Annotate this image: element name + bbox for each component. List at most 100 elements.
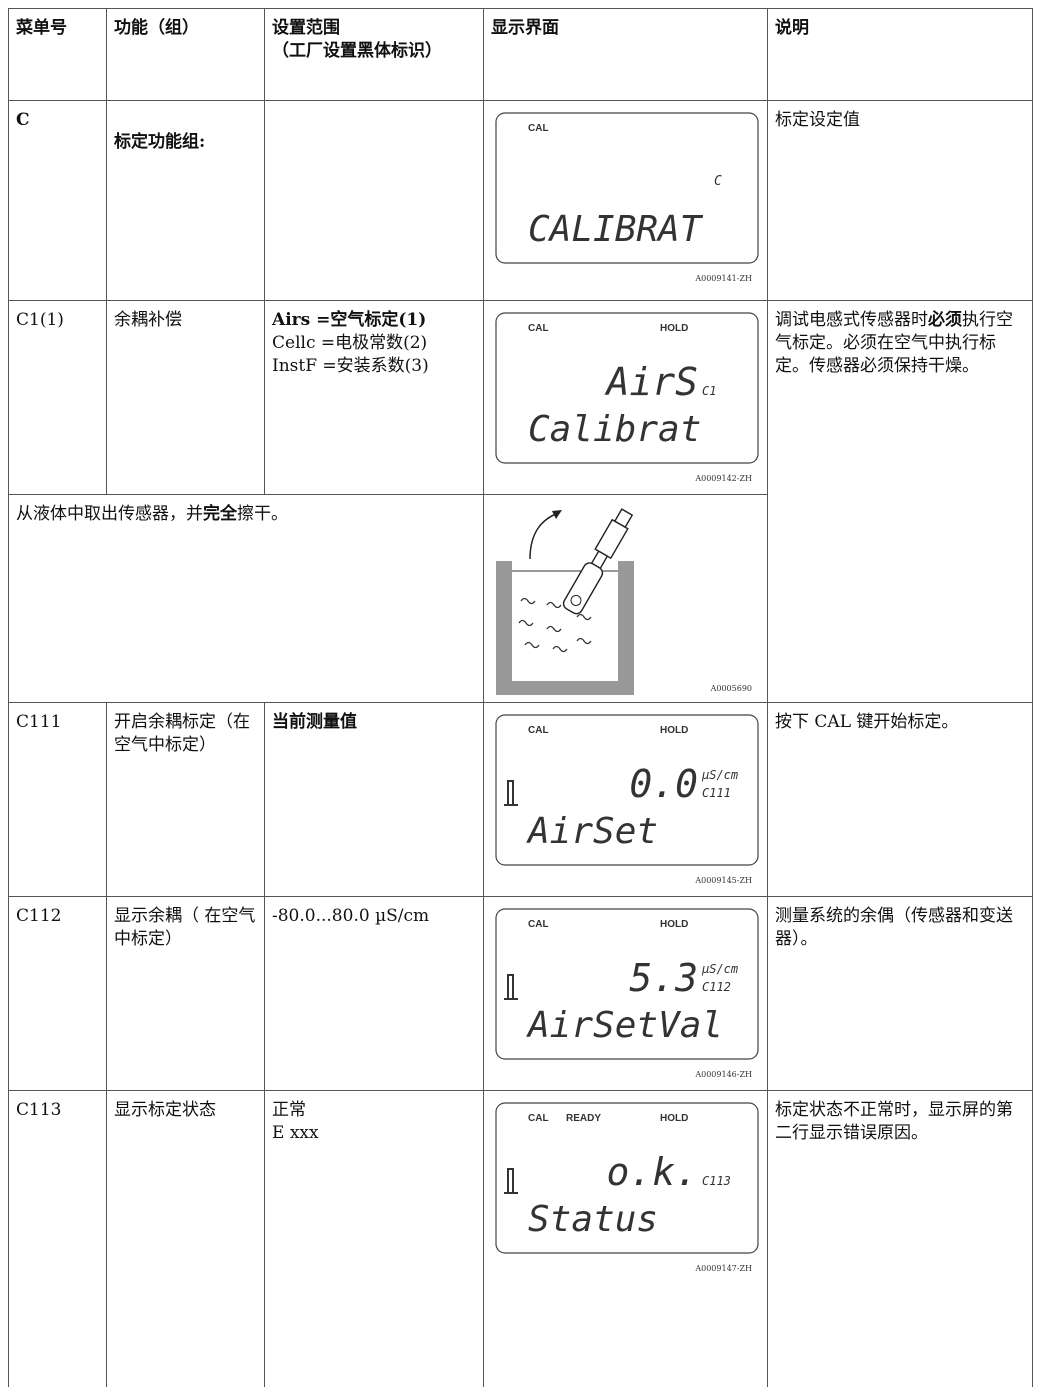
wave bbox=[546, 601, 562, 609]
lcd-text: CALIBRAT bbox=[528, 209, 704, 250]
lcd-indicator: CAL bbox=[528, 123, 549, 134]
header-row: 菜单号 功能（组） 设置范围 （工厂设置黑体标识） 显示界面 说明 bbox=[8, 8, 1033, 101]
lcd-code: C1 bbox=[702, 384, 716, 398]
lcd-indicator: CAL bbox=[528, 725, 549, 736]
settings-cell: Airs =空气标定(1) Cellc =电极常数(2) InstF =安装系数(3… bbox=[264, 300, 484, 495]
setting-line: InstF =安装系数(3) bbox=[272, 356, 429, 376]
table-row: C113 显示标定状态 正常 E xxx CAL READY HOLD o.k. C113 Sta… bbox=[8, 1090, 1033, 1387]
lcd-display: CAL HOLD 0.0 µS/cm C111 AirSet A0009145-ZH bbox=[495, 714, 759, 885]
text-run: 标定状态不正常时，显示屏的第二行显示错误原因。 bbox=[775, 1100, 1013, 1143]
wave bbox=[552, 645, 568, 653]
lcd-frame bbox=[495, 312, 759, 464]
function-cell: 开启余耦标定（在空气中标定） bbox=[106, 702, 265, 897]
lcd-code: C111 bbox=[702, 786, 731, 800]
lcd-value: o.k. bbox=[606, 1150, 698, 1194]
probe-icon bbox=[504, 1168, 518, 1194]
lcd-indicator: CAL bbox=[528, 323, 549, 334]
figure-id: A0009146-ZH bbox=[694, 1070, 752, 1079]
text-run: 按下 CAL 键开始标定。 bbox=[775, 712, 959, 732]
table-row: C112 显示余耦（ 在空气中标定） -80.0...80.0 µS/cm CAL HO… bbox=[8, 896, 1033, 1091]
setting-line: 正常 bbox=[272, 1100, 306, 1120]
header-cell: 功能（组） bbox=[106, 8, 265, 101]
wave bbox=[546, 625, 562, 633]
function-cell: 余耦补偿 bbox=[106, 300, 265, 495]
sensor-figure: A0005690 bbox=[496, 508, 752, 697]
lcd-display: CAL READY HOLD o.k. C113 Status A0009147-ZH bbox=[495, 1102, 759, 1273]
figure-id: A0009147-ZH bbox=[694, 1264, 752, 1273]
lcd-unit: µS/cm bbox=[701, 962, 738, 976]
lcd-display: CAL C CALIBRAT A0009141-ZH bbox=[495, 112, 759, 283]
lcd-text: Calibrat bbox=[528, 409, 701, 450]
text-run: 擦干。 bbox=[237, 504, 288, 524]
header-cell: 设置范围 （工厂设置黑体标识） bbox=[264, 8, 484, 101]
menu-cell: C112 bbox=[8, 896, 107, 1091]
header-cell: 菜单号 bbox=[8, 8, 107, 101]
figure-cell: A0005690 bbox=[483, 494, 768, 703]
text-run: 从液体中取出传感器，并 bbox=[16, 504, 203, 524]
menu-cell: C111 bbox=[8, 702, 107, 897]
settings-cell: 正常 E xxx bbox=[264, 1090, 484, 1387]
probe bbox=[562, 508, 634, 615]
function-cell: 标定功能组: bbox=[106, 100, 265, 301]
menu-table: 菜单号 功能（组） 设置范围 （工厂设置黑体标识） 显示界面 说明 C 标定功能组: CAL… bbox=[8, 8, 1033, 1387]
lcd-text: Status bbox=[528, 1199, 658, 1240]
header-cell: 显示界面 bbox=[483, 8, 768, 101]
function-cell: 显示余耦（ 在空气中标定） bbox=[106, 896, 265, 1091]
display-cell: CAL HOLD AirS C1 Calibrat A0009142-ZH bbox=[483, 300, 768, 495]
description-cell: 标定状态不正常时，显示屏的第二行显示错误原因。 bbox=[767, 1090, 1033, 1387]
note-cell: 从液体中取出传感器，并完全擦干。 bbox=[8, 494, 484, 703]
probe-icon bbox=[504, 780, 518, 806]
wave bbox=[524, 641, 540, 649]
figure-id: A0009145-ZH bbox=[694, 876, 752, 885]
description-cell: 按下 CAL 键开始标定。 bbox=[767, 702, 1033, 897]
lcd-value: 5.3 bbox=[629, 956, 698, 1000]
lcd-indicator: READY bbox=[566, 1113, 601, 1124]
lcd-indicator: CAL bbox=[528, 1113, 549, 1124]
lcd-value: AirS bbox=[604, 360, 698, 404]
text-run: 完全 bbox=[203, 504, 237, 524]
lcd-code: C bbox=[714, 174, 722, 189]
function-cell: 显示标定状态 bbox=[106, 1090, 265, 1387]
description-cell: 测量系统的余偶（传感器和变送器）。 bbox=[767, 896, 1033, 1091]
setting-line: Airs =空气标定(1) bbox=[272, 310, 427, 330]
display-cell: CAL HOLD 5.3 µS/cm C112 AirSetVal A0009146-ZH bbox=[483, 896, 768, 1091]
description-cell: 调试电感式传感器时必须执行空气标定。必须在空气中执行标定。传感器必须保持干燥。 bbox=[767, 300, 1033, 703]
menu-cell: C bbox=[8, 100, 107, 301]
wave bbox=[576, 613, 592, 621]
table-row: C1(1) 余耦补偿 Airs =空气标定(1) Cellc =电极常数(2) Inst… bbox=[8, 300, 1033, 703]
text-run: 执行空气标定。必须在空气中执行标定。传感器必须保持干燥。 bbox=[775, 310, 1013, 376]
display-cell: CAL C CALIBRAT A0009141-ZH bbox=[483, 100, 768, 301]
lcd-text: AirSetVal bbox=[526, 1005, 723, 1046]
display-cell: CAL HOLD 0.0 µS/cm C111 AirSet A0009145-ZH bbox=[483, 702, 768, 897]
lcd-code: C112 bbox=[702, 980, 731, 994]
table-row: C111 开启余耦标定（在空气中标定） 当前测量值 CAL HOLD 0.0 µS/cm C1… bbox=[8, 702, 1033, 897]
lcd-code: C113 bbox=[702, 1174, 731, 1188]
setting-line: Cellc =电极常数(2) bbox=[272, 333, 428, 353]
lcd-unit: µS/cm bbox=[701, 768, 738, 782]
probe-part bbox=[562, 562, 604, 615]
text-run: 调试电感式传感器时 bbox=[775, 310, 928, 330]
lcd-indicator: HOLD bbox=[660, 323, 688, 334]
text-run: 必须 bbox=[928, 310, 962, 330]
wave bbox=[518, 619, 534, 627]
setting-line: E xxx bbox=[272, 1123, 319, 1143]
lcd-indicator: HOLD bbox=[660, 919, 688, 930]
text-run: 测量系统的余偶（传感器和变送器）。 bbox=[775, 906, 1013, 949]
text-run: 标定功能组: bbox=[114, 132, 206, 152]
settings-cell: 当前测量值 bbox=[264, 702, 484, 897]
container bbox=[496, 561, 634, 697]
wave bbox=[520, 597, 536, 605]
settings-cell: -80.0...80.0 µS/cm bbox=[264, 896, 484, 1091]
description-cell: 标定设定值 bbox=[767, 100, 1033, 301]
text-run: 标定设定值 bbox=[775, 110, 860, 130]
text-run: 显示余耦（ 在空气中标定） bbox=[114, 906, 256, 949]
lcd-text: AirSet bbox=[526, 811, 658, 852]
lcd-frame bbox=[495, 714, 759, 866]
lcd-value: 0.0 bbox=[629, 762, 698, 806]
lcd-frame bbox=[495, 1102, 759, 1254]
table-row: C 标定功能组: CAL C CALIBRAT A0009141-ZH 标定设定值 bbox=[8, 100, 1033, 301]
lcd-frame bbox=[495, 908, 759, 1060]
lcd-display: CAL HOLD 5.3 µS/cm C112 AirSetVal A0009146-ZH bbox=[495, 908, 759, 1079]
